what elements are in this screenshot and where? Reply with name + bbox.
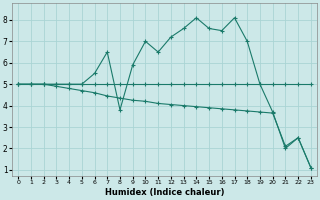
X-axis label: Humidex (Indice chaleur): Humidex (Indice chaleur)	[105, 188, 224, 197]
